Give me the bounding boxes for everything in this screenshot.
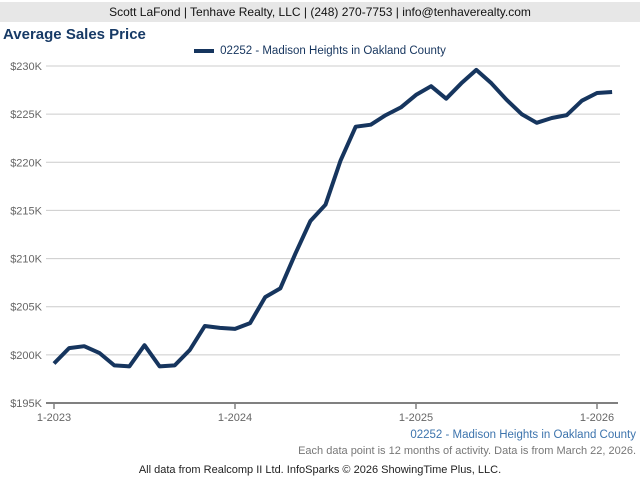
- header-bar: Scott LaFond | Tenhave Realty, LLC | (24…: [0, 2, 640, 22]
- footer-series-label: 02252 - Madison Heights in Oakland Count…: [410, 429, 636, 441]
- legend-label: 02252 - Madison Heights in Oakland Count…: [220, 45, 446, 57]
- y-tick-label: $230K: [10, 61, 42, 73]
- y-tick-label: $225K: [10, 109, 42, 121]
- sales-price-chart: $195K $200K $205K $210K $215K $220K $225K $230K…: [10, 61, 620, 424]
- y-tick-label: $220K: [10, 157, 42, 169]
- y-tick-label: $195K: [10, 398, 42, 410]
- y-tick-label: $210K: [10, 254, 42, 266]
- footer-data-note: Each data point is 12 months of activity…: [298, 445, 636, 457]
- x-tick-label: 1-2026: [580, 412, 614, 424]
- legend-line-swatch: [194, 49, 215, 53]
- series-line: [52, 67, 613, 369]
- y-tick-label: $205K: [10, 302, 42, 314]
- y-tick-label: $215K: [10, 205, 42, 217]
- contact-info: Scott LaFond | Tenhave Realty, LLC | (24…: [109, 5, 531, 19]
- x-tick-label: 1-2025: [399, 412, 433, 424]
- footer-copyright: All data from Realcomp II Ltd. InfoSpark…: [138, 464, 502, 476]
- x-tick-label: 1-2024: [218, 412, 252, 424]
- y-tick-label: $200K: [10, 350, 42, 362]
- chart-legend: 02252 - Madison Heights in Oakland Count…: [0, 44, 640, 58]
- page-title: Average Sales Price: [3, 26, 146, 43]
- x-tick-label: 1-2023: [37, 412, 71, 424]
